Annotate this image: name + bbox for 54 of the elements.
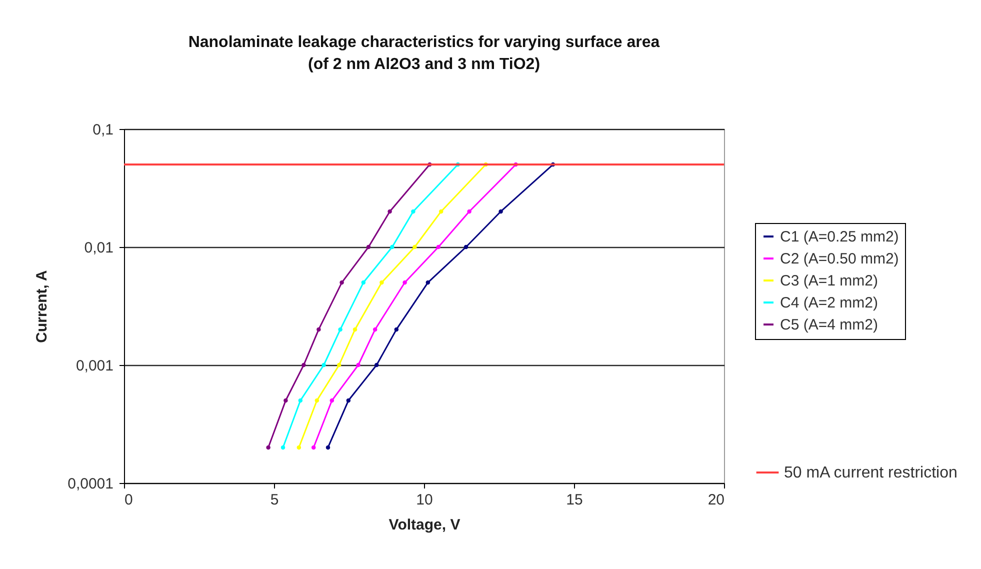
chart-subtitle: (of 2 nm Al2O3 and 3 nm TiO2) xyxy=(308,56,540,73)
point xyxy=(311,445,316,450)
point xyxy=(402,280,407,285)
point xyxy=(372,327,378,332)
point xyxy=(366,244,371,250)
point xyxy=(340,280,344,285)
legend-label: C5 (A=4 mm2) xyxy=(780,316,878,334)
point xyxy=(464,244,468,250)
y-tick-label: 0,001 xyxy=(76,358,114,374)
point xyxy=(296,445,302,450)
x-tick-label: 15 xyxy=(566,492,583,508)
point xyxy=(374,362,379,368)
point xyxy=(302,362,306,368)
point xyxy=(380,280,384,285)
x-tick-label: 10 xyxy=(416,492,433,508)
chart-title: Nanolaminate leakage characteristics for varying surface area xyxy=(188,34,660,51)
point xyxy=(322,362,326,368)
legend-label: 50 mA current restriction xyxy=(784,464,958,482)
point xyxy=(346,398,351,403)
legend-label: C3 (A=1 mm2) xyxy=(780,272,878,290)
x-tick-label: 0 xyxy=(124,492,133,508)
point xyxy=(394,327,399,332)
x-axis-title: Voltage, V xyxy=(388,516,460,534)
point xyxy=(426,280,430,285)
point xyxy=(390,244,394,250)
point xyxy=(314,398,320,403)
point xyxy=(388,209,392,214)
point xyxy=(330,398,334,403)
point xyxy=(438,209,444,214)
point xyxy=(298,398,303,403)
point xyxy=(356,362,360,368)
legend-label: C2 (A=0.50 mm2) xyxy=(780,250,899,268)
point xyxy=(336,362,342,368)
point xyxy=(436,244,441,250)
point xyxy=(411,209,416,214)
y-tick-label: 0,01 xyxy=(84,240,114,256)
point xyxy=(266,445,270,450)
point xyxy=(412,244,417,250)
point xyxy=(338,327,342,332)
y-tick-label: 0,1 xyxy=(92,122,114,138)
point xyxy=(316,327,321,332)
legend-label: C1 (A=0.25 mm2) xyxy=(780,228,899,246)
legend-label: C4 (A=2 mm2) xyxy=(780,294,878,312)
point xyxy=(361,280,366,285)
x-tick-label: 20 xyxy=(708,492,724,508)
point xyxy=(284,398,288,403)
y-axis-title: Current, A xyxy=(34,270,51,343)
point xyxy=(498,209,503,214)
point xyxy=(352,327,358,332)
point xyxy=(326,445,330,450)
point xyxy=(280,445,286,450)
y-tick-label: 0,0001 xyxy=(68,476,114,492)
x-tick-label: 5 xyxy=(270,492,279,508)
point xyxy=(467,209,472,214)
